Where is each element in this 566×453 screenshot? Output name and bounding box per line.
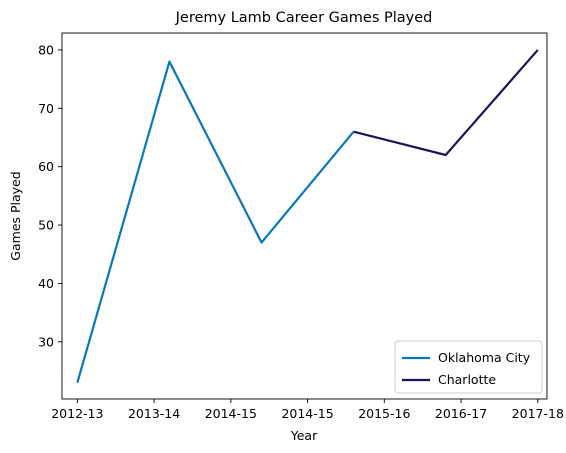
x-axis-label: Year (290, 428, 318, 443)
x-tick-label: 2012-13 (51, 406, 103, 421)
y-tick-label: 30 (38, 334, 54, 349)
series-layer (76, 49, 539, 383)
plot-frame (61, 32, 548, 400)
x-tick-label: 2015-16 (358, 406, 410, 421)
x-axis-ticks: 2012-13 2013-14 2014-15 2014-15 2015-16 2016-… (51, 399, 564, 421)
y-tick-label: 70 (38, 101, 54, 116)
x-tick-label: 2014-15 (205, 406, 257, 421)
series-line-oklahoma-city (76, 60, 355, 383)
plot-area (62, 33, 547, 399)
y-tick-label: 80 (38, 42, 54, 57)
y-tick-label: 50 (38, 218, 54, 233)
x-tick-label: 2013-14 (128, 406, 180, 421)
legend-box (394, 340, 543, 394)
y-axis-label: Games Played (8, 171, 23, 260)
y-tick-label: 60 (38, 159, 54, 174)
y-axis-ticks: 30 40 50 60 70 80 (38, 42, 62, 349)
chart-title: Jeremy Lamb Career Games Played (175, 10, 433, 26)
x-tick-label: 2017-18 (512, 406, 564, 421)
x-tick-label: 2016-17 (435, 406, 487, 421)
legend: Oklahoma City Charlotte (394, 340, 543, 394)
legend-label-oklahoma-city: Oklahoma City (438, 350, 531, 365)
legend-label-charlotte: Charlotte (438, 372, 496, 387)
series-line-charlotte (353, 49, 539, 157)
y-tick-label: 40 (38, 276, 54, 291)
x-tick-label: 2014-15 (281, 406, 333, 421)
